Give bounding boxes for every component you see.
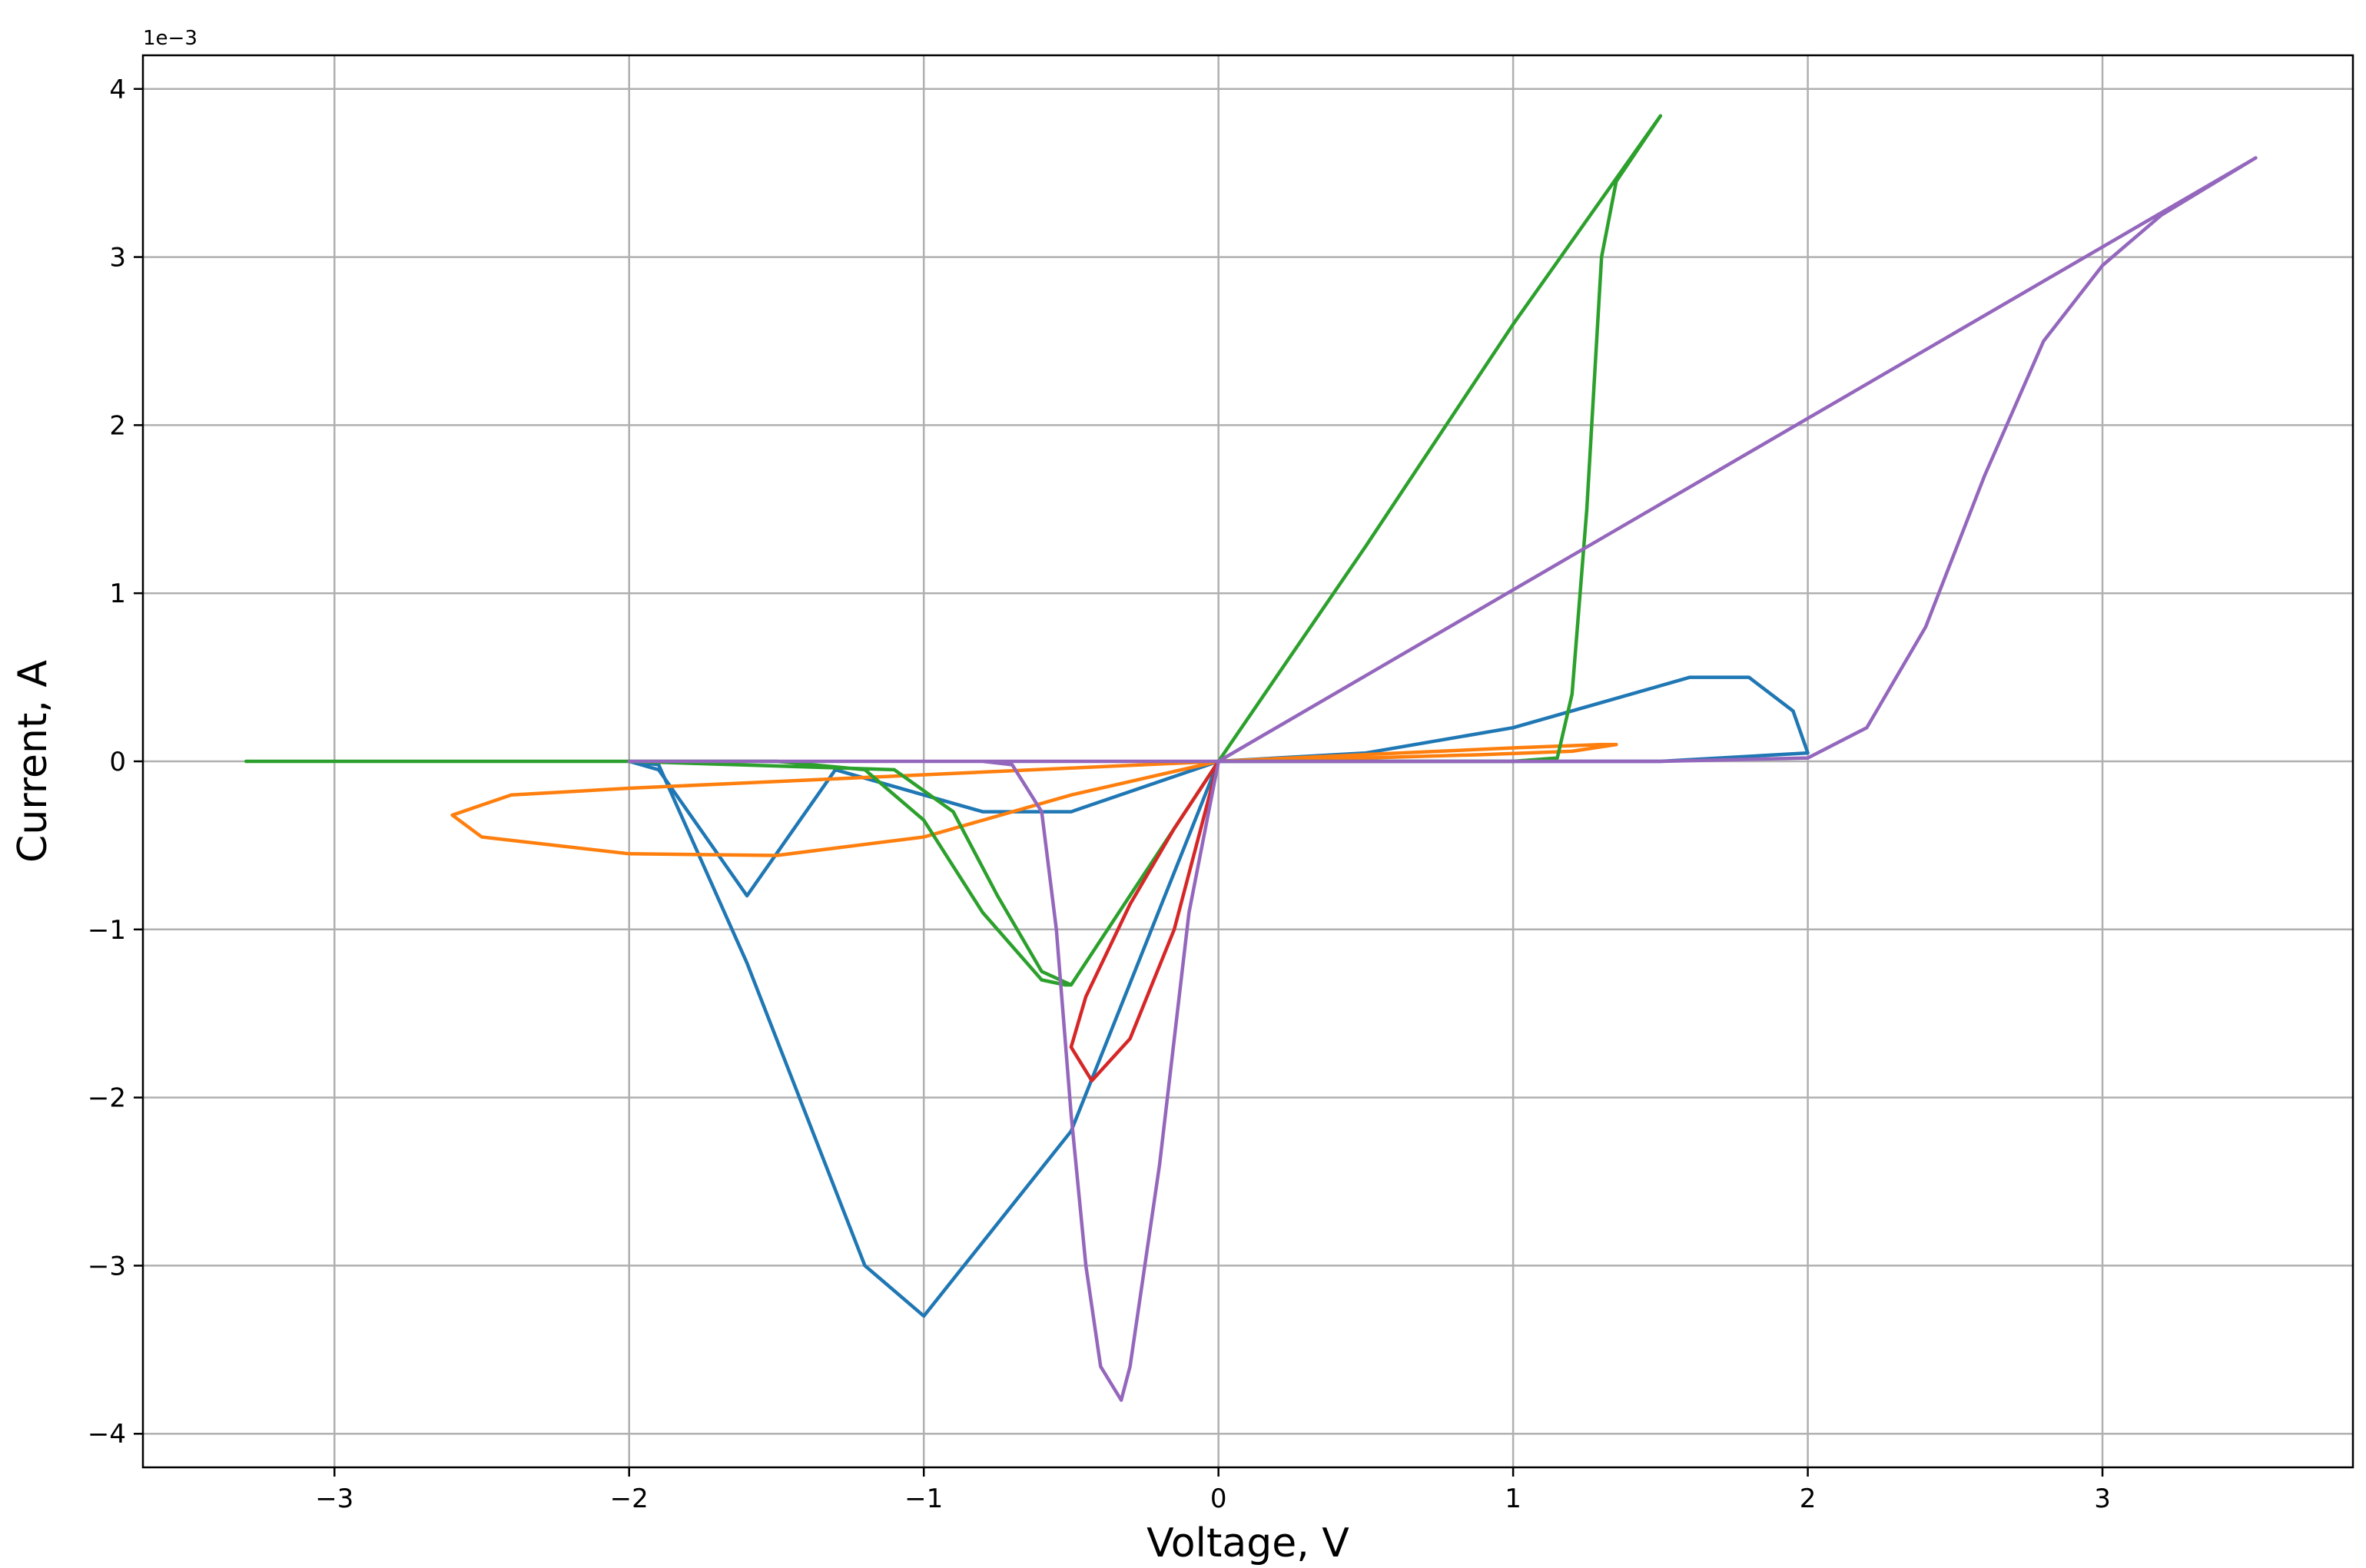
x-tick-label: 2 (1800, 1483, 1817, 1514)
x-tick-label: −3 (315, 1483, 353, 1514)
series-line-1 (627, 675, 1810, 1318)
y-tick-label: −1 (88, 915, 126, 946)
y-axis-title: Current, A (10, 660, 56, 863)
series-line-4 (1069, 759, 1220, 1082)
x-tick-label: −1 (904, 1483, 943, 1514)
y-tick-label: 4 (109, 75, 126, 105)
y-axis-offset-label: 1e−3 (143, 27, 197, 50)
x-tick-label: 0 (1210, 1483, 1227, 1514)
series-lines (244, 114, 2258, 1402)
y-tick-label: −3 (88, 1251, 126, 1281)
x-tick-label: 3 (2094, 1483, 2111, 1514)
y-tick-label: −2 (88, 1083, 126, 1114)
x-tick-label: 1 (1505, 1483, 1521, 1514)
y-tick-label: 3 (109, 243, 126, 273)
x-tick-label: −2 (610, 1483, 649, 1514)
series-line-2 (450, 742, 1618, 857)
y-tick-label: 2 (109, 410, 126, 441)
y-tick-label: −4 (88, 1419, 126, 1450)
axis-ticks: −3 −2 −1 0 1 2 3 −4 −3 −2 −1 0 1 2 3 4 (88, 75, 2111, 1514)
y-tick-label: 0 (109, 747, 126, 777)
y-tick-label: 1 (109, 578, 126, 609)
series-line-5 (627, 156, 2258, 1402)
x-axis-title: Voltage, V (1146, 1520, 1349, 1566)
series-line-3 (244, 114, 1663, 987)
